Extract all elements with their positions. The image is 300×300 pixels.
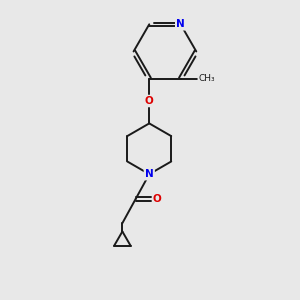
Text: O: O: [153, 194, 162, 204]
Text: O: O: [145, 96, 154, 106]
Text: N: N: [176, 19, 185, 29]
Text: N: N: [145, 169, 154, 179]
Text: CH₃: CH₃: [199, 74, 215, 83]
